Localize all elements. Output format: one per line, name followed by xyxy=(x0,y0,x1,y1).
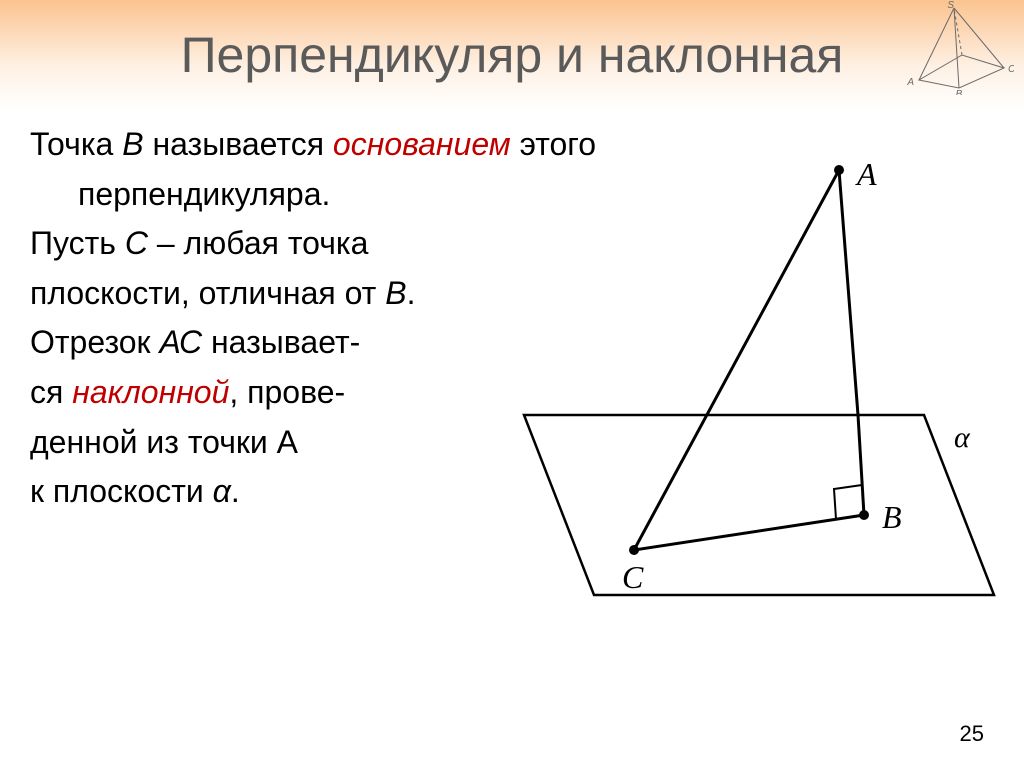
text: называет- xyxy=(202,324,360,360)
slide-title: Перпендикуляр и наклонная xyxy=(181,26,844,84)
text-italic: С xyxy=(125,225,148,261)
text: Отрезок xyxy=(30,324,159,360)
edge-ac xyxy=(634,170,839,550)
plane-shape xyxy=(524,415,994,595)
text-italic: АС xyxy=(159,324,202,360)
corner-label-s: S xyxy=(947,0,954,11)
label-c: C xyxy=(622,559,644,595)
right-angle-marker xyxy=(834,485,862,519)
text: Пусть xyxy=(30,225,125,261)
text: . xyxy=(231,473,240,509)
title-bar: Перпендикуляр и наклонная S A B C xyxy=(0,0,1024,110)
text: Точка xyxy=(30,126,122,162)
text: ся xyxy=(30,374,72,410)
text-italic: В xyxy=(385,275,406,311)
corner-decoration-figure: S A B C xyxy=(904,0,1014,95)
page-number: 25 xyxy=(960,721,984,747)
text: плоскости, отличная от xyxy=(30,275,385,311)
label-alpha: α xyxy=(954,421,971,454)
corner-label-a: A xyxy=(906,77,914,88)
edge-ab-lower xyxy=(858,415,864,515)
keyword-text: наклонной xyxy=(72,374,229,410)
text: , прове- xyxy=(229,374,345,410)
corner-label-b: B xyxy=(956,89,963,95)
label-a: A xyxy=(855,156,877,192)
text-italic: В xyxy=(122,126,143,162)
text-italic: α xyxy=(213,473,231,509)
edge-bc xyxy=(634,515,864,550)
edge-ab-upper xyxy=(839,170,858,415)
text: . xyxy=(407,275,416,311)
text: – любая точка xyxy=(148,225,368,261)
corner-label-c: C xyxy=(1008,64,1014,75)
geometry-diagram: α A B C xyxy=(469,145,999,625)
label-b: B xyxy=(882,499,902,535)
text: к плоскости xyxy=(30,473,213,509)
text: называется xyxy=(144,126,333,162)
